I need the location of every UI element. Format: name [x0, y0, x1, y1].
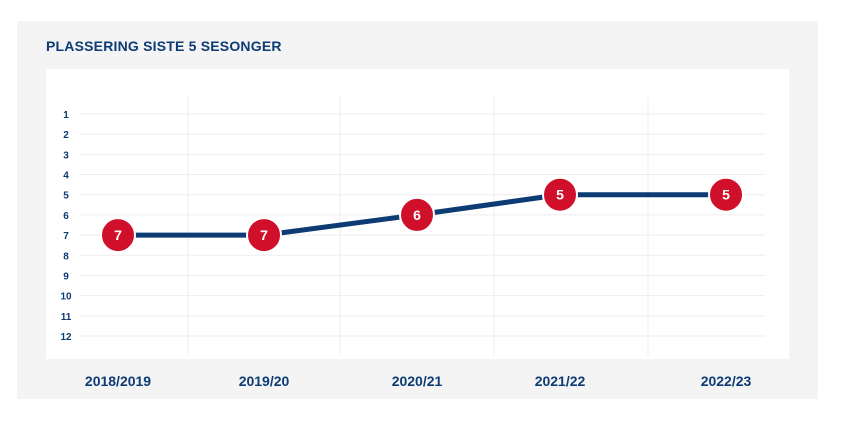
y-tick-label: 5 — [63, 191, 69, 202]
x-axis-category-labels: 2018/2019 2019/20 2020/21 2021/22 2022/23 — [85, 373, 752, 389]
data-point-label: 7 — [260, 227, 268, 243]
y-tick-label: 2 — [63, 130, 69, 141]
data-point: 7 — [246, 217, 282, 254]
data-points: 7 7 6 5 5 — [100, 176, 744, 254]
y-tick-label: 9 — [63, 271, 69, 282]
chart-title: PLASSERING SISTE 5 SESONGER — [46, 38, 282, 54]
data-point-label: 5 — [556, 187, 564, 203]
data-point: 6 — [399, 196, 435, 233]
y-tick-label: 10 — [60, 292, 72, 303]
x-category-label: 2020/21 — [392, 373, 443, 389]
y-tick-label: 11 — [61, 312, 72, 323]
data-point: 5 — [542, 176, 578, 213]
data-point: 5 — [708, 176, 744, 213]
y-tick-label: 1 — [63, 110, 69, 121]
data-point: 7 — [100, 217, 136, 254]
data-point-marker — [246, 217, 282, 254]
y-tick-label: 6 — [63, 211, 69, 222]
data-point-label: 7 — [114, 227, 122, 243]
data-point-marker — [399, 196, 435, 233]
x-category-label: 2019/20 — [239, 373, 290, 389]
y-tick-label: 7 — [63, 231, 69, 242]
data-point-label: 6 — [413, 207, 421, 223]
data-point-marker — [542, 176, 578, 213]
data-point-marker — [100, 217, 136, 254]
x-category-label: 2022/23 — [701, 373, 752, 389]
data-point-marker — [708, 176, 744, 213]
x-category-label: 2021/22 — [535, 373, 586, 389]
y-tick-label: 8 — [63, 251, 69, 262]
x-category-label: 2018/2019 — [85, 373, 151, 389]
data-point-label: 5 — [722, 187, 730, 203]
y-tick-label: 12 — [60, 332, 72, 343]
y-tick-label: 4 — [63, 171, 69, 182]
y-tick-label: 3 — [63, 150, 69, 161]
